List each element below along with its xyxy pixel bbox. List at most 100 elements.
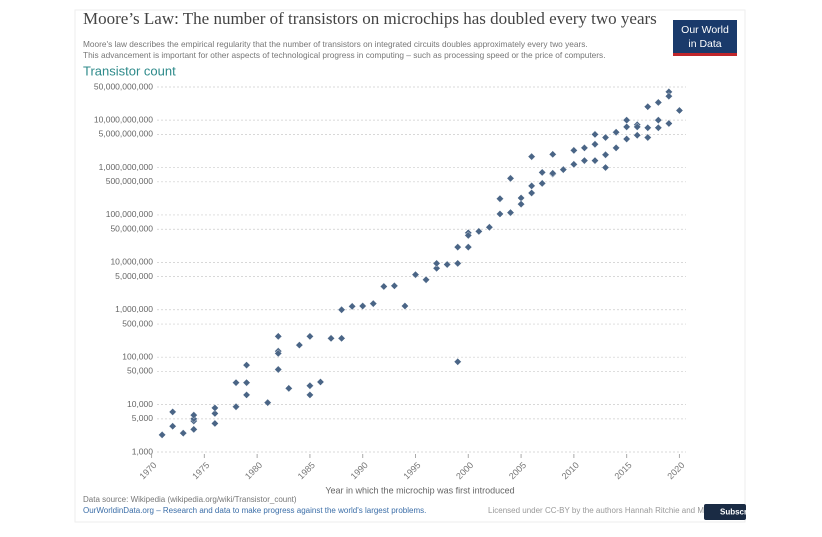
- point: [232, 402, 240, 411]
- y-tick-label: 10,000: [127, 399, 153, 409]
- point: [580, 156, 589, 165]
- point: [179, 429, 188, 438]
- point: [591, 156, 599, 165]
- point: [337, 334, 346, 343]
- point: [654, 116, 663, 125]
- point: [337, 305, 346, 314]
- point: [591, 130, 599, 139]
- point: [654, 123, 663, 132]
- y-tick-label: 50,000,000: [110, 223, 153, 233]
- logo: [673, 20, 737, 55]
- logo-bar: [673, 53, 737, 56]
- point: [295, 341, 304, 349]
- point: [643, 123, 652, 132]
- footer: OurWorldinData.org – Research and data t…: [83, 506, 426, 515]
- point: [369, 299, 378, 308]
- point: [274, 365, 283, 374]
- y-tick-label: 1,000: [132, 446, 154, 456]
- point: [432, 259, 441, 268]
- point: [379, 282, 388, 291]
- point: [633, 131, 642, 140]
- point: [601, 163, 610, 172]
- y-tick-label: 1,000,000,000: [99, 162, 154, 172]
- point: [242, 378, 251, 387]
- point: [168, 422, 177, 431]
- x-axis-title: Year in which the microchip was first in…: [325, 485, 514, 495]
- point: [464, 231, 473, 240]
- point: [496, 194, 504, 203]
- y-tick-label: 100,000: [122, 351, 153, 361]
- point: [284, 384, 293, 393]
- point: [485, 223, 494, 232]
- point: [168, 408, 177, 416]
- point: [517, 200, 525, 209]
- point: [601, 133, 610, 142]
- chart-title: Moore’s Law: The number of transistors o…: [83, 9, 657, 28]
- point: [622, 116, 631, 125]
- point: [612, 143, 620, 152]
- point: [211, 419, 219, 428]
- y-tick-label: 5,000,000,000: [99, 129, 154, 139]
- point: [665, 119, 673, 128]
- point: [348, 302, 357, 311]
- point: [643, 133, 652, 142]
- y-tick-label: 10,000,000: [110, 257, 153, 267]
- subscribe-button[interactable]: [704, 504, 746, 520]
- point: [506, 208, 515, 217]
- point: [548, 150, 557, 159]
- point: [580, 143, 589, 152]
- point: [548, 169, 557, 178]
- point: [643, 102, 652, 111]
- point: [559, 165, 568, 174]
- logo-text: in Data: [688, 38, 721, 50]
- point: [622, 123, 631, 131]
- point: [453, 243, 462, 251]
- point: [527, 189, 536, 197]
- point: [232, 378, 240, 387]
- point: [527, 152, 536, 161]
- point: [453, 259, 462, 268]
- y-tick-label: 5,000,000: [115, 271, 153, 281]
- point: [242, 361, 251, 370]
- point: [569, 146, 578, 155]
- frame: [74, 9, 746, 523]
- point: [432, 264, 441, 273]
- plot: 50,000,000,000 10,000,000,000 5,000,000,00…: [94, 81, 687, 481]
- y-tick-label: 10,000,000,000: [94, 114, 153, 124]
- point: [327, 334, 335, 343]
- point: [506, 174, 515, 183]
- y-axis-title: Transistor count: [83, 63, 176, 78]
- logo-text: Our World: [681, 24, 729, 36]
- y-tick-label: 1,000,000: [115, 304, 153, 314]
- point: [189, 425, 198, 434]
- subtitle: This advancement is important for other …: [83, 50, 606, 60]
- point: [665, 92, 673, 101]
- point: [306, 391, 314, 399]
- subtitle: Moore's law describes the empirical regu…: [83, 39, 588, 49]
- point: [569, 160, 578, 169]
- point: [591, 140, 599, 149]
- point: [464, 243, 473, 251]
- point: [306, 332, 314, 341]
- y-tick-label: 100,000,000: [106, 209, 154, 219]
- source: Data source: Wikipedia (wikipedia.org/wi…: [83, 495, 297, 504]
- point: [263, 398, 272, 407]
- point: [601, 150, 610, 159]
- point: [622, 135, 631, 143]
- point: [211, 409, 219, 418]
- point: [242, 391, 251, 399]
- point: [189, 411, 198, 419]
- point: [358, 302, 367, 310]
- license: Licensed under CC-BY by the authors Hann…: [488, 506, 704, 515]
- point: [538, 179, 547, 188]
- point: [443, 260, 452, 269]
- point: [654, 98, 663, 107]
- point: [211, 404, 219, 412]
- y-tick-label: 500,000,000: [106, 176, 154, 186]
- point: [411, 270, 420, 279]
- point: [422, 275, 430, 284]
- y-tick-label: 50,000: [127, 366, 153, 376]
- subscribe-text[interactable]: Subscri: [720, 508, 749, 517]
